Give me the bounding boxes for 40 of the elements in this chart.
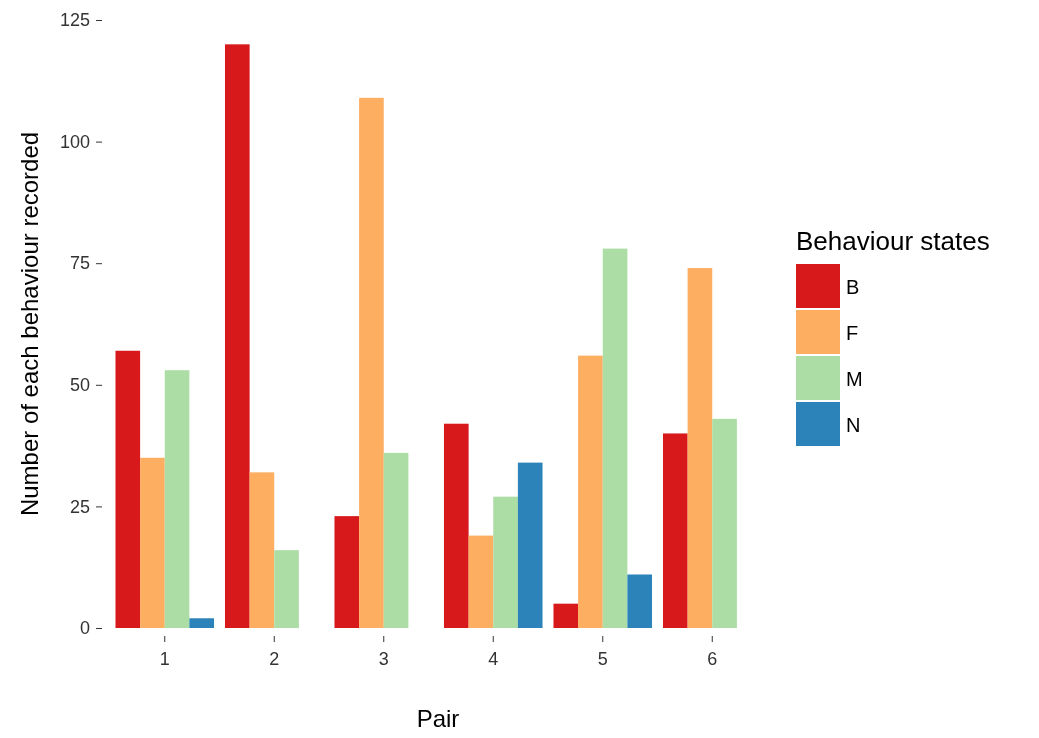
bar [493,496,518,628]
x-tick-label: 2 [269,648,280,669]
bar [224,44,250,628]
bar [662,433,688,628]
x-tick-label: 6 [707,648,718,669]
y-tick-label: 50 [69,375,90,396]
bar [687,268,713,628]
bar [553,603,579,628]
bar [274,550,299,628]
x-tick-label: 1 [159,648,170,669]
bar [334,516,360,628]
bar [602,248,628,628]
legend-label: N [846,414,861,436]
y-tick-label: 25 [69,496,90,517]
x-axis-title: Pair [416,705,460,732]
y-axis-title: Number of each behaviour recorded [16,131,43,517]
bar [383,452,409,628]
bar [468,535,494,628]
x-tick-label: 4 [488,648,499,669]
bar [712,418,737,628]
bar [578,355,603,628]
bar [140,457,165,628]
bar [249,472,275,628]
y-tick-label: 0 [79,618,90,639]
y-tick-label: 125 [59,10,90,31]
bar [359,97,384,628]
x-tick-label: 3 [378,648,389,669]
bar [115,350,141,628]
bar [627,574,653,628]
bar [189,618,215,628]
y-tick-label: 100 [59,131,90,152]
legend-title: Behaviour states [796,226,990,256]
x-tick-label: 5 [597,648,608,669]
legend-label: B [846,276,860,298]
y-tick-label: 75 [69,253,90,274]
legend-label: M [846,368,863,390]
bar [517,462,543,628]
legend-label: F [846,322,859,344]
bar [443,423,469,628]
bar [164,370,190,628]
